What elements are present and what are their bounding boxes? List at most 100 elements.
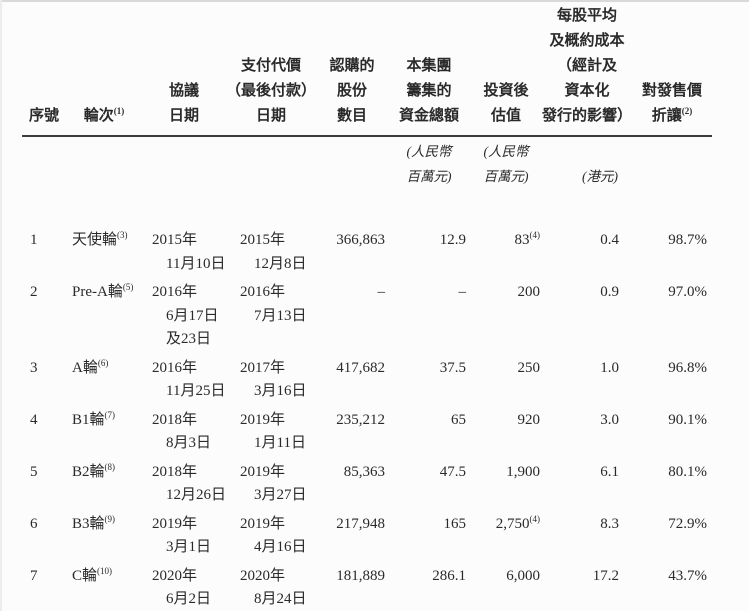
cell-valuation: 920 — [517, 411, 541, 428]
header-cost-line1: 每股平均 — [557, 8, 618, 24]
cell-discount: 98.7% — [668, 232, 708, 248]
col-header-seq: 序號 — [22, 4, 66, 137]
cell-discount: 43.7% — [668, 567, 708, 584]
header-pay-line3: 日期 — [256, 108, 287, 124]
cell-seq: 5 — [30, 463, 38, 480]
cell-shares: 235,212 — [336, 411, 386, 428]
header-pay-line2: （最後付款） — [226, 83, 317, 99]
cell-funds: – — [458, 284, 467, 300]
footnote-ref: (5) — [122, 282, 134, 292]
valuation-unit-line2: 百萬元) — [483, 169, 529, 184]
header-agree-line2: 日期 — [169, 108, 200, 124]
cell-agreement-date: 2018年 12月26日 — [152, 463, 227, 504]
cell-round: A輪(6) — [72, 357, 109, 376]
cell-round: C輪(10) — [72, 565, 113, 584]
page-left-edge — [0, 0, 2, 611]
cell-payment-date: 2016年 7月13日 — [240, 284, 307, 324]
cell-shares: 181,889 — [336, 567, 386, 584]
footnote-ref: (9) — [104, 513, 116, 524]
header-cost-line4: 資本化 — [564, 83, 610, 99]
footnote-ref: (10) — [97, 565, 113, 576]
cell-round: B2輪(8) — [72, 461, 116, 480]
col-header-agreement-date: 協議 日期 — [142, 4, 227, 137]
header-cost-line2: 及概約成本 — [549, 33, 625, 49]
valuation-unit-line1: (人民幣 — [483, 144, 529, 159]
funding-rounds-table: 序號 輪次(1) 協議 日期 支付代價 （最後付款） 日期 — [22, 4, 713, 611]
header-discount-label: 折讓 — [651, 108, 682, 124]
funds-unit-line1: (人民幣 — [406, 144, 452, 159]
cell-funds: 47.5 — [439, 463, 467, 480]
cell-payment-date: 2015年 12月8日 — [240, 232, 307, 272]
cell-round: 天使輪(3) — [72, 230, 128, 249]
col-header-cost-per-share: 每股平均 及概約成本 （經計及 資本化 發行的影響） — [542, 4, 633, 137]
cell-seq: 6 — [30, 515, 38, 532]
table-row: 4 B1輪(7) 2018年 8月3日 2019年 1月11日 235,212 … — [22, 404, 712, 456]
cell-cost: 0.9 — [600, 284, 620, 300]
header-round-line: 輪次(1) — [66, 104, 142, 129]
cell-funds: 286.1 — [432, 567, 467, 584]
col-header-shares: 認購的 股份 數目 — [316, 4, 389, 137]
header-valuation-line1: 投資後 — [483, 83, 529, 99]
table-row: 2 Pre-A輪(5) 2016年 6月17日 及23日 2016年 7月13日… — [22, 276, 712, 352]
cell-discount: 80.1% — [668, 463, 708, 480]
cell-funds: 12.9 — [439, 232, 467, 248]
col-header-post-valuation: 投資後 估值 — [470, 4, 543, 137]
header-funds-line3: 資金總額 — [399, 108, 460, 124]
header-funds-line1: 本集團 — [406, 58, 452, 74]
cell-valuation: 2,750(4) — [495, 513, 541, 532]
cell-payment-date: 2019年 4月16日 — [240, 515, 307, 556]
page-top-edge — [0, 0, 749, 2]
footnote-ref: (8) — [104, 461, 116, 472]
cell-round: B3輪(9) — [72, 513, 116, 532]
cell-valuation: 200 — [517, 284, 541, 300]
cell-shares: – — [377, 284, 386, 300]
cell-agreement-date: 2016年 11月25日 — [152, 359, 226, 400]
header-cost-line5: 發行的影響） — [542, 108, 633, 124]
header-round-label: 輪次 — [83, 108, 114, 124]
col-header-round: 輪次(1) — [66, 4, 142, 137]
cell-shares: 85,363 — [343, 463, 386, 480]
table-row: 7 C輪(10) 2020年 6月2日 2020年 8月24日 181,889 … — [22, 560, 712, 611]
cell-payment-date: 2019年 1月11日 — [240, 411, 306, 452]
cell-cost: 17.2 — [592, 567, 620, 584]
cell-cost: 6.1 — [600, 463, 620, 480]
header-row: 序號 輪次(1) 協議 日期 支付代價 （最後付款） 日期 — [22, 4, 713, 137]
header-funds-line2: 籌集的 — [406, 83, 452, 99]
cell-cost: 3.0 — [600, 411, 620, 428]
cell-payment-date: 2020年 8月24日 — [240, 567, 307, 608]
header-pay-line1: 支付代價 — [241, 58, 302, 74]
funds-unit: (人民幣 百萬元) — [388, 137, 470, 189]
cell-valuation: 6,000 — [506, 567, 541, 584]
cell-seq: 1 — [30, 232, 38, 248]
table-row: 3 A輪(6) 2016年 11月25日 2017年 3月16日 417,682… — [22, 352, 712, 404]
footnote-ref: (4) — [529, 513, 541, 524]
header-shares-line3: 數目 — [337, 108, 368, 124]
cell-shares: 217,948 — [336, 515, 386, 532]
footnote-ref: (3) — [117, 230, 128, 240]
cell-valuation: 1,900 — [506, 463, 541, 480]
footnote-ref-1: (1) — [113, 106, 125, 116]
cell-discount: 90.1% — [668, 411, 708, 428]
header-shares-line2: 股份 — [337, 83, 368, 99]
funds-unit-line2: 百萬元) — [406, 169, 452, 184]
header-discount-line1: 對發售價 — [642, 83, 703, 99]
cell-cost: 8.3 — [600, 515, 620, 532]
cell-funds: 37.5 — [439, 359, 467, 376]
header-shares-line1: 認購的 — [329, 58, 375, 74]
cell-seq: 4 — [30, 411, 38, 428]
cell-agreement-date: 2016年 6月17日 及23日 — [152, 284, 219, 347]
cell-seq: 7 — [30, 567, 38, 584]
header-valuation-line2: 估值 — [491, 108, 522, 124]
cell-agreement-date: 2015年 11月10日 — [152, 232, 226, 272]
cost-unit: (港元) — [542, 137, 632, 189]
footnote-ref: (7) — [104, 409, 116, 420]
cost-unit-line: (港元) — [582, 169, 619, 184]
cell-discount: 96.8% — [668, 359, 708, 376]
table-row: 5 B2輪(8) 2018年 12月26日 2019年 3月27日 85,363… — [22, 456, 712, 508]
cell-discount: 97.0% — [668, 284, 708, 300]
cell-agreement-date: 2020年 6月2日 — [152, 567, 212, 608]
cell-valuation: 83(4) — [514, 230, 541, 249]
cell-agreement-date: 2019年 3月1日 — [152, 515, 212, 556]
cell-seq: 2 — [30, 284, 38, 300]
